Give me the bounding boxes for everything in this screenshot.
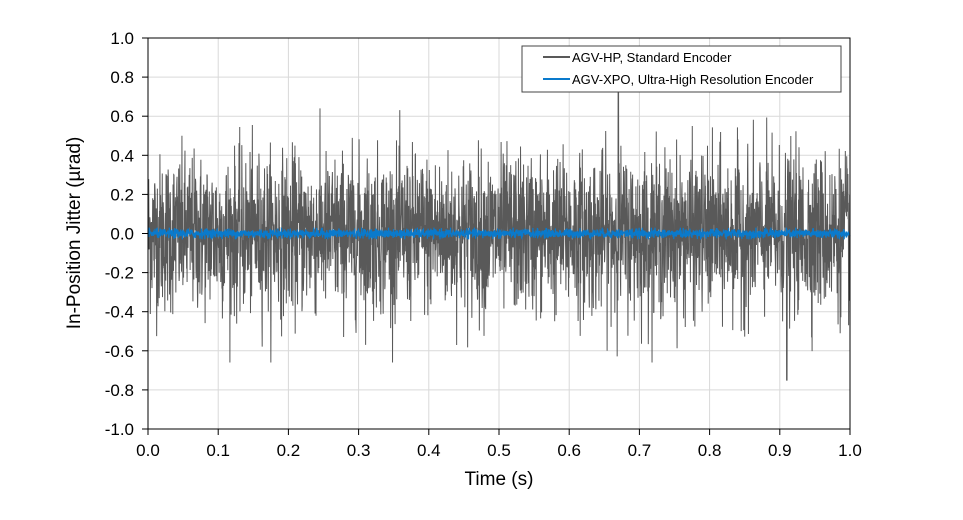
y-axis: 1.0 0.8 0.6 0.4 0.2 0.0 -0.2 -0.4 -0.6 -0.8 -1.0 (105, 29, 148, 439)
x-tick-label: 0.3 (347, 441, 371, 460)
x-axis-title: Time (s) (465, 469, 534, 490)
y-tick-label: -0.8 (105, 381, 134, 400)
x-tick-label: 0.4 (417, 441, 441, 460)
x-tick-label: 0.1 (206, 441, 230, 460)
x-tick-label: 0.9 (768, 441, 792, 460)
y-tick-label: 0.8 (110, 68, 134, 87)
x-tick-label: 0.5 (487, 441, 511, 460)
series-line-agv-xpo (147, 227, 851, 241)
legend-label-0: AGV-HP, Standard Encoder (572, 50, 732, 65)
y-tick-label: -0.4 (105, 303, 134, 322)
x-tick-label: 0.6 (557, 441, 581, 460)
legend-label-1: AGV-XPO, Ultra-High Resolution Encoder (572, 72, 814, 87)
series-group (147, 90, 851, 381)
y-tick-label: 0.2 (110, 185, 134, 204)
y-tick-label: 0.4 (110, 146, 134, 165)
y-tick-label: -1.0 (105, 420, 134, 439)
y-tick-label: 1.0 (110, 29, 134, 48)
legend-box (521, 45, 842, 93)
y-tick-label: -0.6 (105, 342, 134, 361)
x-tick-label: 0.2 (277, 441, 301, 460)
x-tick-label: 0.0 (136, 441, 160, 460)
y-tick-label: -0.2 (105, 264, 134, 283)
y-tick-label: 0.6 (110, 107, 134, 126)
x-axis: 0.0 0.1 0.2 0.3 0.4 0.5 0.6 0.7 0.8 0.9 1.0 (136, 429, 862, 460)
x-tick-label: 1.0 (838, 441, 862, 460)
y-axis-title: In-Position Jitter (µrad) (64, 137, 85, 330)
y-tick-label: 0.0 (110, 225, 134, 244)
legend: AGV-HP, Standard Encoder AGV-XPO, Ultra-… (521, 45, 842, 93)
x-tick-label: 0.7 (628, 441, 652, 460)
x-tick-label: 0.8 (698, 441, 722, 460)
